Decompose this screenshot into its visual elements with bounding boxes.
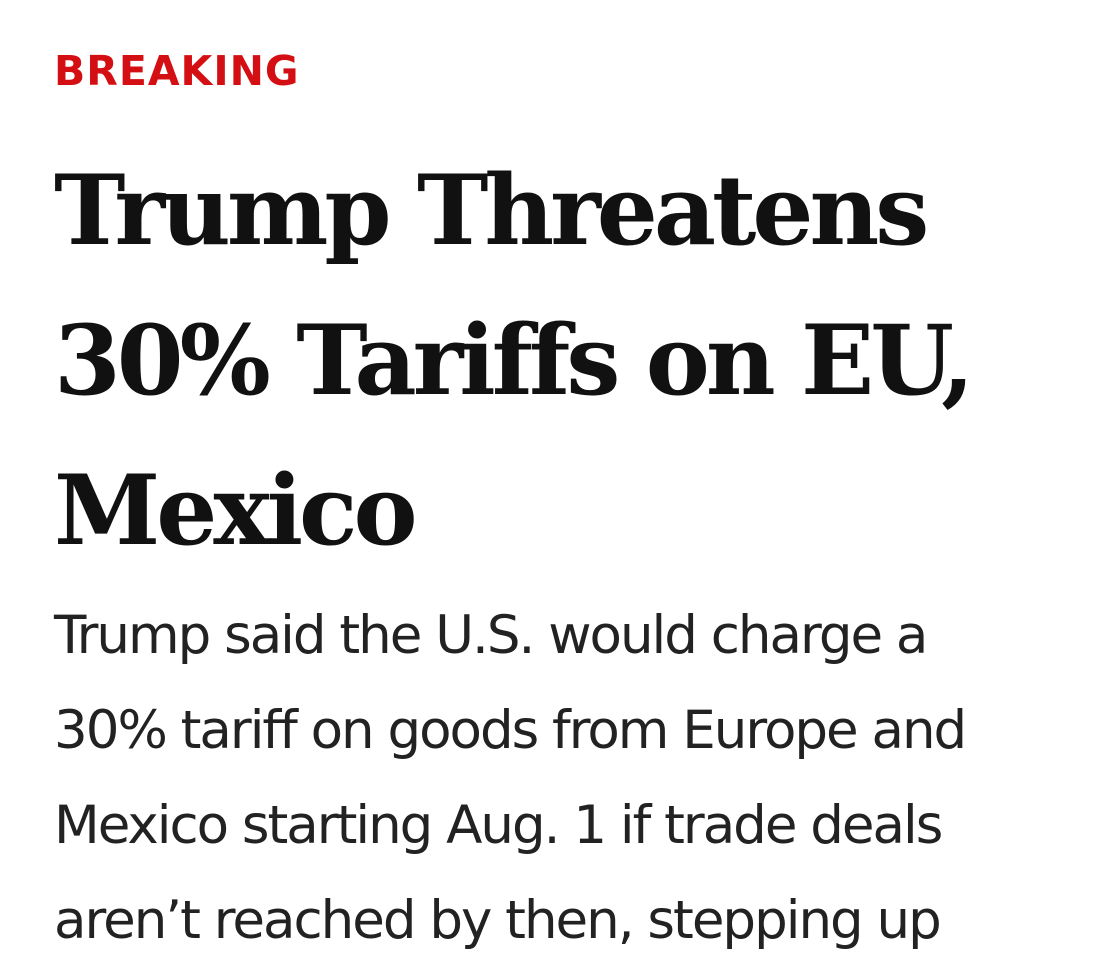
summary-line: 30% tariff on goods from Europe and [54,700,967,761]
headline-line: 30% Tariffs on EU, [54,304,975,417]
article-summary: Trump said the U.S. would charge a 30% t… [54,588,1094,968]
headline[interactable]: Trump Threatens 30% Tariffs on EU, Mexic… [54,136,1084,586]
summary-line: aren’t reached by then, stepping up [54,890,942,951]
summary-line: Trump said the U.S. would charge a [54,605,928,666]
headline-line: Trump Threatens [54,154,929,267]
summary-line: Mexico starting Aug. 1 if trade deals [54,795,943,856]
headline-line: Mexico [54,454,418,567]
breaking-label: BREAKING [54,47,300,95]
